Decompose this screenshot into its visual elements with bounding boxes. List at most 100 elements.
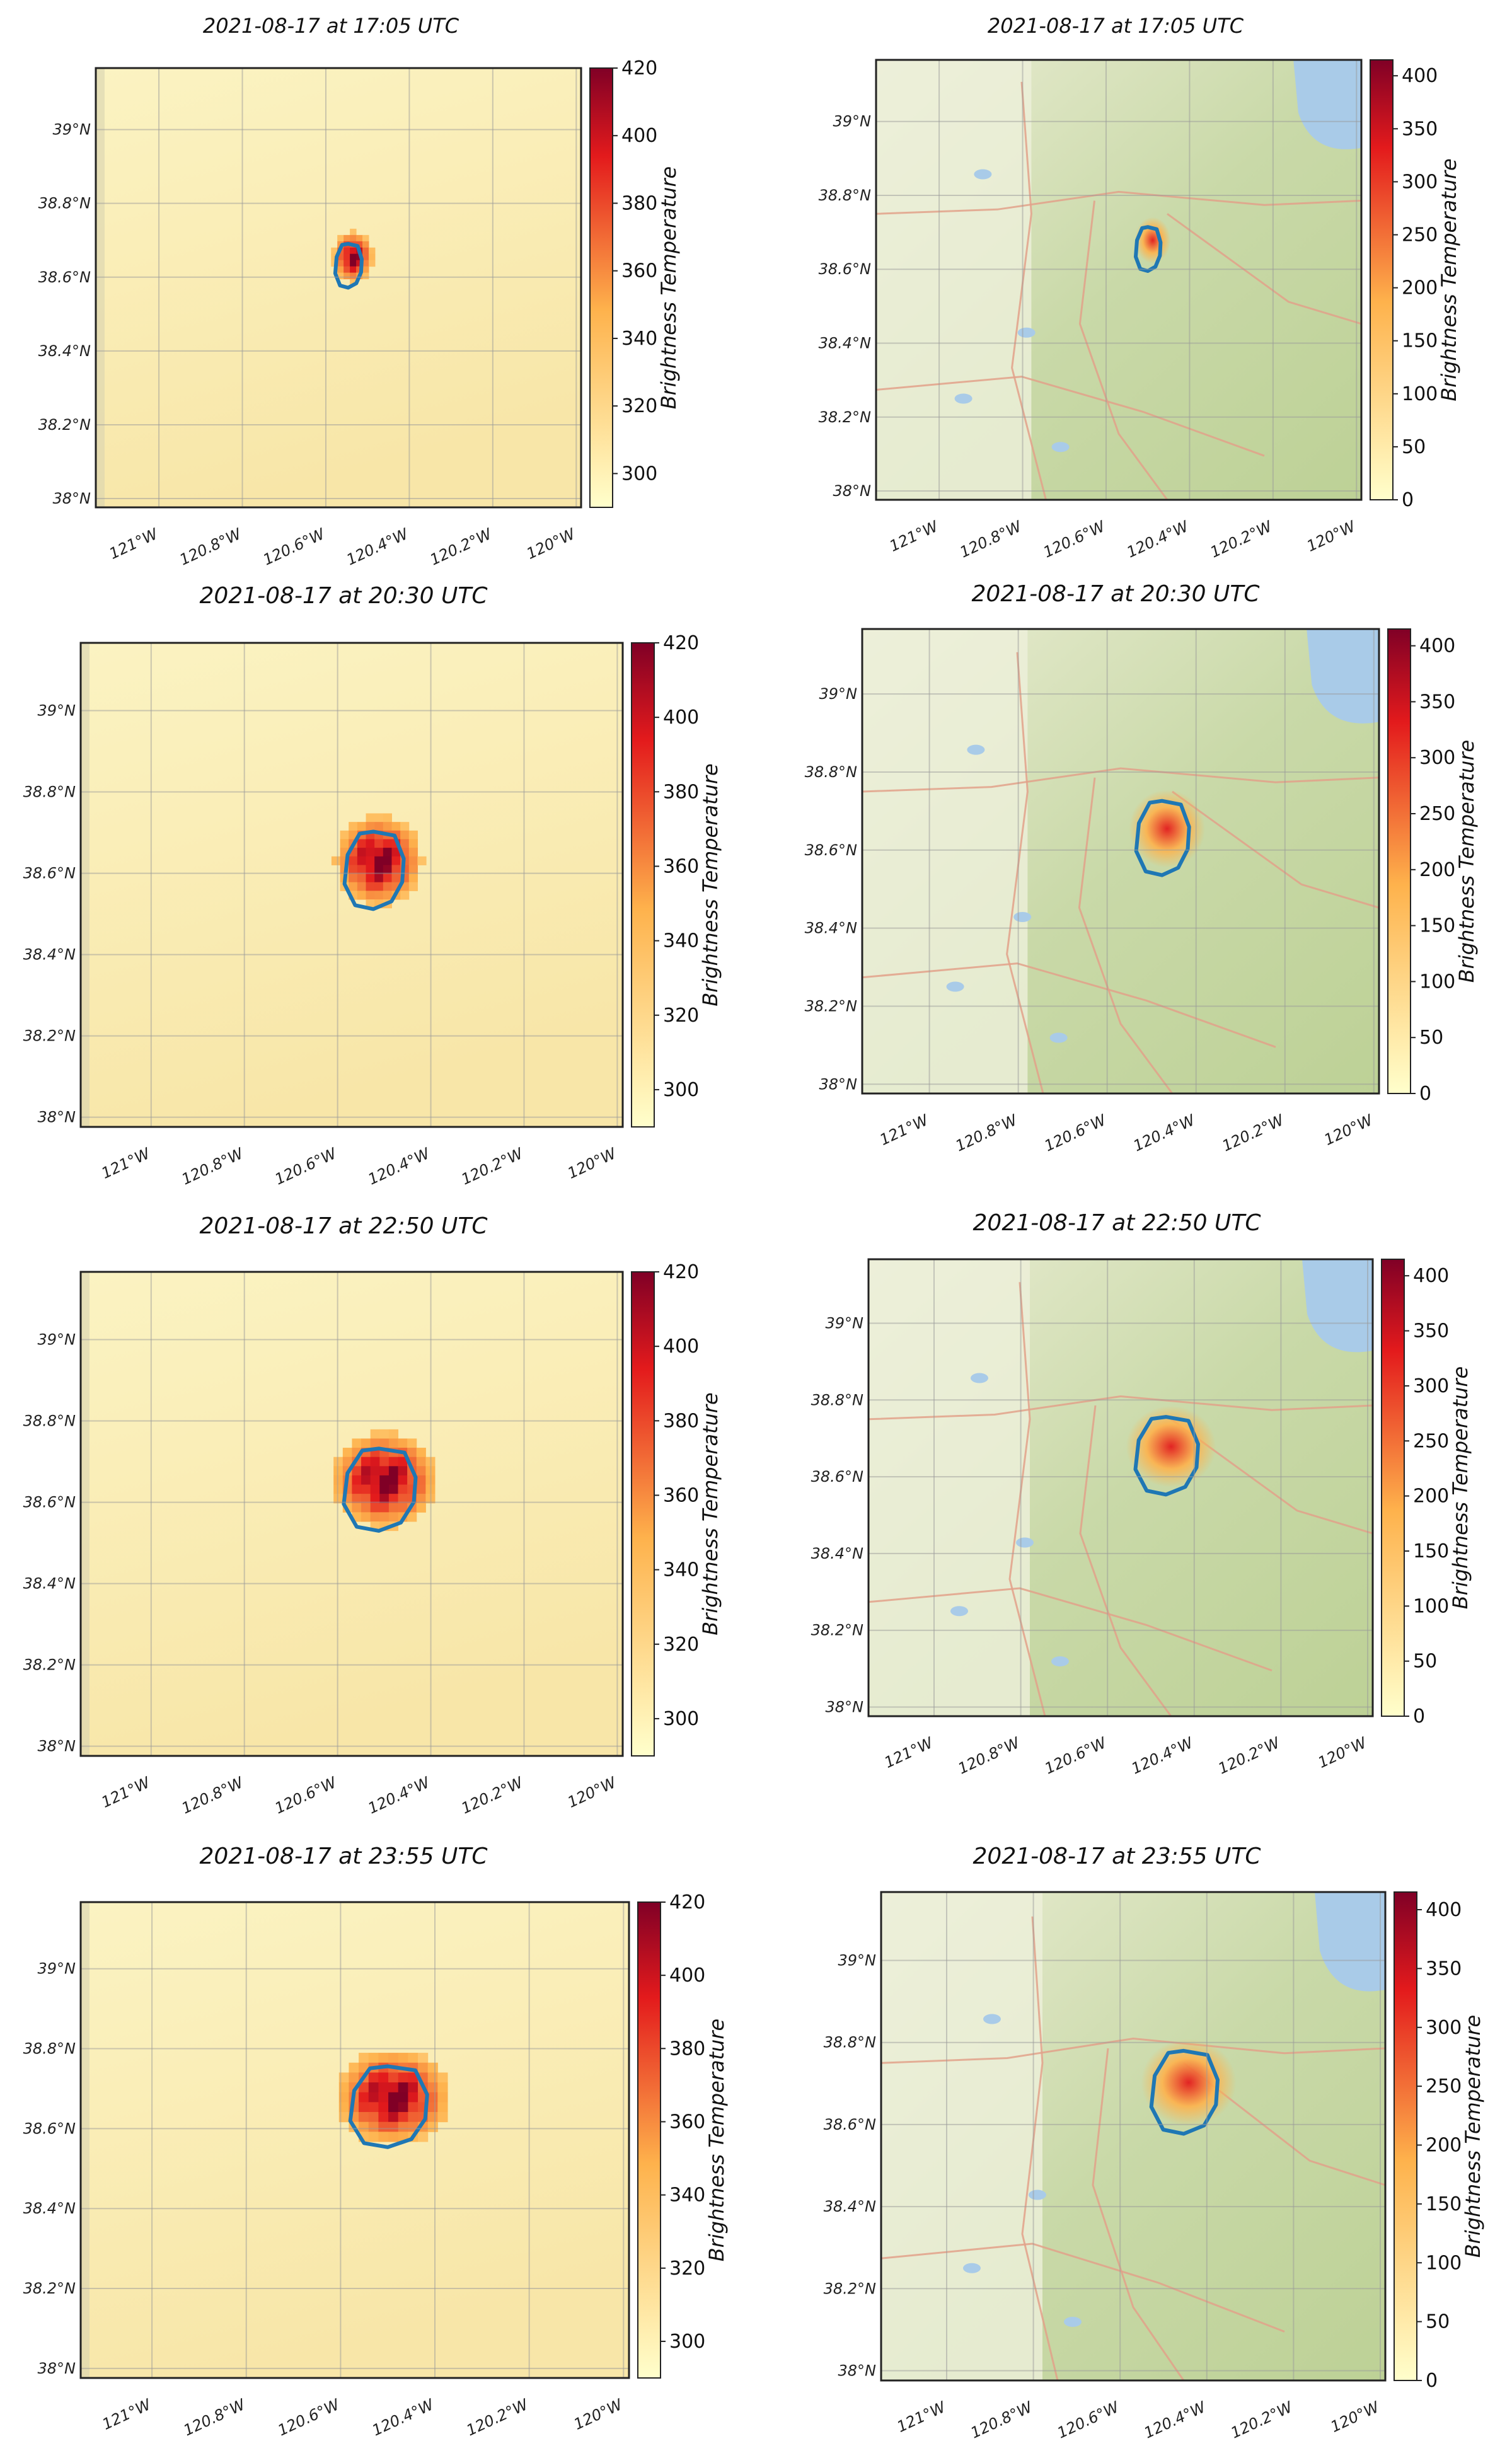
heat-pixel <box>331 247 338 255</box>
heat-pixel <box>366 874 375 883</box>
colorbar-tick-label: 50 <box>1426 2311 1450 2333</box>
heat-pixel <box>349 856 358 865</box>
heat-pixel <box>368 2092 379 2103</box>
fire-perimeter-outline <box>1133 1415 1200 1497</box>
heat-pixel <box>379 1494 390 1504</box>
heat-pixel <box>416 1475 426 1486</box>
heat-pixel <box>368 2082 379 2093</box>
lat-tick-label: 38°N <box>38 1109 76 1126</box>
reservoir <box>1051 1656 1069 1666</box>
heat-pixel <box>357 856 367 865</box>
colorbar-tick-label: 100 <box>1419 971 1455 993</box>
colorbar-tick-label: 300 <box>1413 1375 1449 1397</box>
heat-pixel <box>388 1494 399 1504</box>
lon-tick-label: 121°W <box>877 1111 932 1149</box>
heat-pixel <box>357 874 367 883</box>
map-panel-left-1: 39°N 38.8°N 38.6°N 38.4°N 38.2°N 38°N 121°W 120… <box>38 57 681 569</box>
lat-tick-label: 38.4°N <box>23 1575 76 1593</box>
lat-tick-label: 38.4°N <box>38 342 91 360</box>
colorbar-tick-label: 420 <box>663 632 699 654</box>
heat-pixel <box>398 1494 408 1504</box>
heat-pixel <box>378 2072 389 2083</box>
heat-pixel <box>400 891 410 900</box>
lon-tick-label: 120.6°W <box>1054 2398 1122 2442</box>
heat-pixel <box>337 234 344 242</box>
reservoir <box>950 1606 968 1617</box>
lat-tick-label: 39°N <box>53 121 91 139</box>
colorbar-tick-label: 400 <box>669 1965 705 1987</box>
heat-pixel <box>416 1466 426 1476</box>
heat-pixel <box>379 1429 390 1439</box>
colorbar-tick-label: 420 <box>669 1891 705 1913</box>
lon-tick-label: 120.2°W <box>1208 517 1276 562</box>
heat-pixel <box>418 2062 429 2073</box>
colorbar-label: Brightness Temperature <box>1437 158 1461 401</box>
fire-perimeter-outline <box>342 829 406 911</box>
heat-pixel <box>366 822 375 831</box>
road-line <box>1092 2048 1185 2380</box>
heat-pixel <box>383 865 392 874</box>
heat-pixel <box>356 260 363 267</box>
heat-pixel <box>349 830 358 840</box>
road-line <box>1079 1405 1172 1716</box>
colorbar-tick-label: 250 <box>1402 224 1438 246</box>
heat-pixel <box>368 2072 379 2083</box>
heat-pixel <box>398 2053 408 2063</box>
lat-tick-label: 38.2°N <box>805 997 857 1015</box>
lon-tick-label: 120.2°W <box>464 2396 532 2440</box>
lake-water <box>1315 1892 1385 1992</box>
heat-pixel <box>379 1438 390 1448</box>
colorbar-tick-label: 350 <box>1426 1958 1462 1980</box>
lat-tick-label: 38.4°N <box>805 920 857 937</box>
heat-pixel <box>368 247 376 255</box>
heat-pixel <box>388 2132 399 2142</box>
heat-pixel <box>379 1503 390 1513</box>
lat-tick-label: 38.8°N <box>824 2034 876 2051</box>
reservoir <box>1051 442 1070 453</box>
fire-perimeter-outline <box>348 2064 429 2149</box>
heat-pixel <box>349 865 358 874</box>
heat-pixel <box>352 1484 362 1494</box>
colorbar-tick-label: 150 <box>1413 1540 1449 1562</box>
colorbar-tick-label: 300 <box>621 463 657 485</box>
lon-tick-label: 120.8°W <box>177 525 245 569</box>
lat-tick-label: 38°N <box>833 482 872 500</box>
heat-pixel <box>418 2053 429 2063</box>
map-panel-left-2: 39°N 38.8°N 38.6°N 38.4°N 38.2°N 38°N 121°W 120… <box>23 632 722 1189</box>
lon-tick-label: 121°W <box>107 525 161 563</box>
fire-perimeter-outline <box>1149 2048 1220 2136</box>
lat-tick-label: 38.8°N <box>38 195 91 212</box>
heat-pixel <box>342 1457 352 1467</box>
heat-pixel <box>408 830 418 840</box>
heat-pixel <box>374 839 384 848</box>
heat-pixel <box>359 2121 369 2132</box>
panel-title: 2021-08-17 at 20:30 UTC <box>199 583 488 609</box>
road-line <box>1172 790 1379 909</box>
heat-pixel <box>343 253 350 261</box>
colorbar <box>631 642 655 1128</box>
heat-pixel <box>362 234 369 242</box>
lat-tick-label: 38.2°N <box>23 1656 76 1674</box>
heat-pixel <box>398 2121 408 2132</box>
lon-tick-label: 120.4°W <box>366 1145 434 1189</box>
heat-pixel <box>362 260 369 267</box>
lon-tick-label: 121°W <box>882 1734 937 1772</box>
heat-pixel <box>366 848 375 857</box>
heat-pixel <box>350 260 357 267</box>
heat-pixel <box>350 279 357 286</box>
heat-pixel <box>343 266 350 274</box>
heat-pixel <box>427 2062 438 2073</box>
heat-pixel <box>361 1475 371 1486</box>
lat-tick-label: 38.6°N <box>805 841 857 859</box>
lat-tick-label: 39°N <box>38 1960 76 1978</box>
heat-pixel <box>362 247 369 255</box>
heat-pixel <box>370 1429 380 1439</box>
heat-pixel <box>352 1466 362 1476</box>
heat-pixel <box>370 1494 380 1504</box>
map-panel-left-3: 39°N 38.8°N 38.6°N 38.4°N 38.2°N 38°N 121°W 120… <box>23 1261 722 1818</box>
heat-pixel <box>418 2132 429 2142</box>
heat-pixel <box>374 882 384 891</box>
colorbar-tick-label: 340 <box>669 2184 705 2207</box>
lon-tick-label: 120°W <box>524 525 579 563</box>
colorbar-tick-label: 300 <box>669 2331 705 2353</box>
